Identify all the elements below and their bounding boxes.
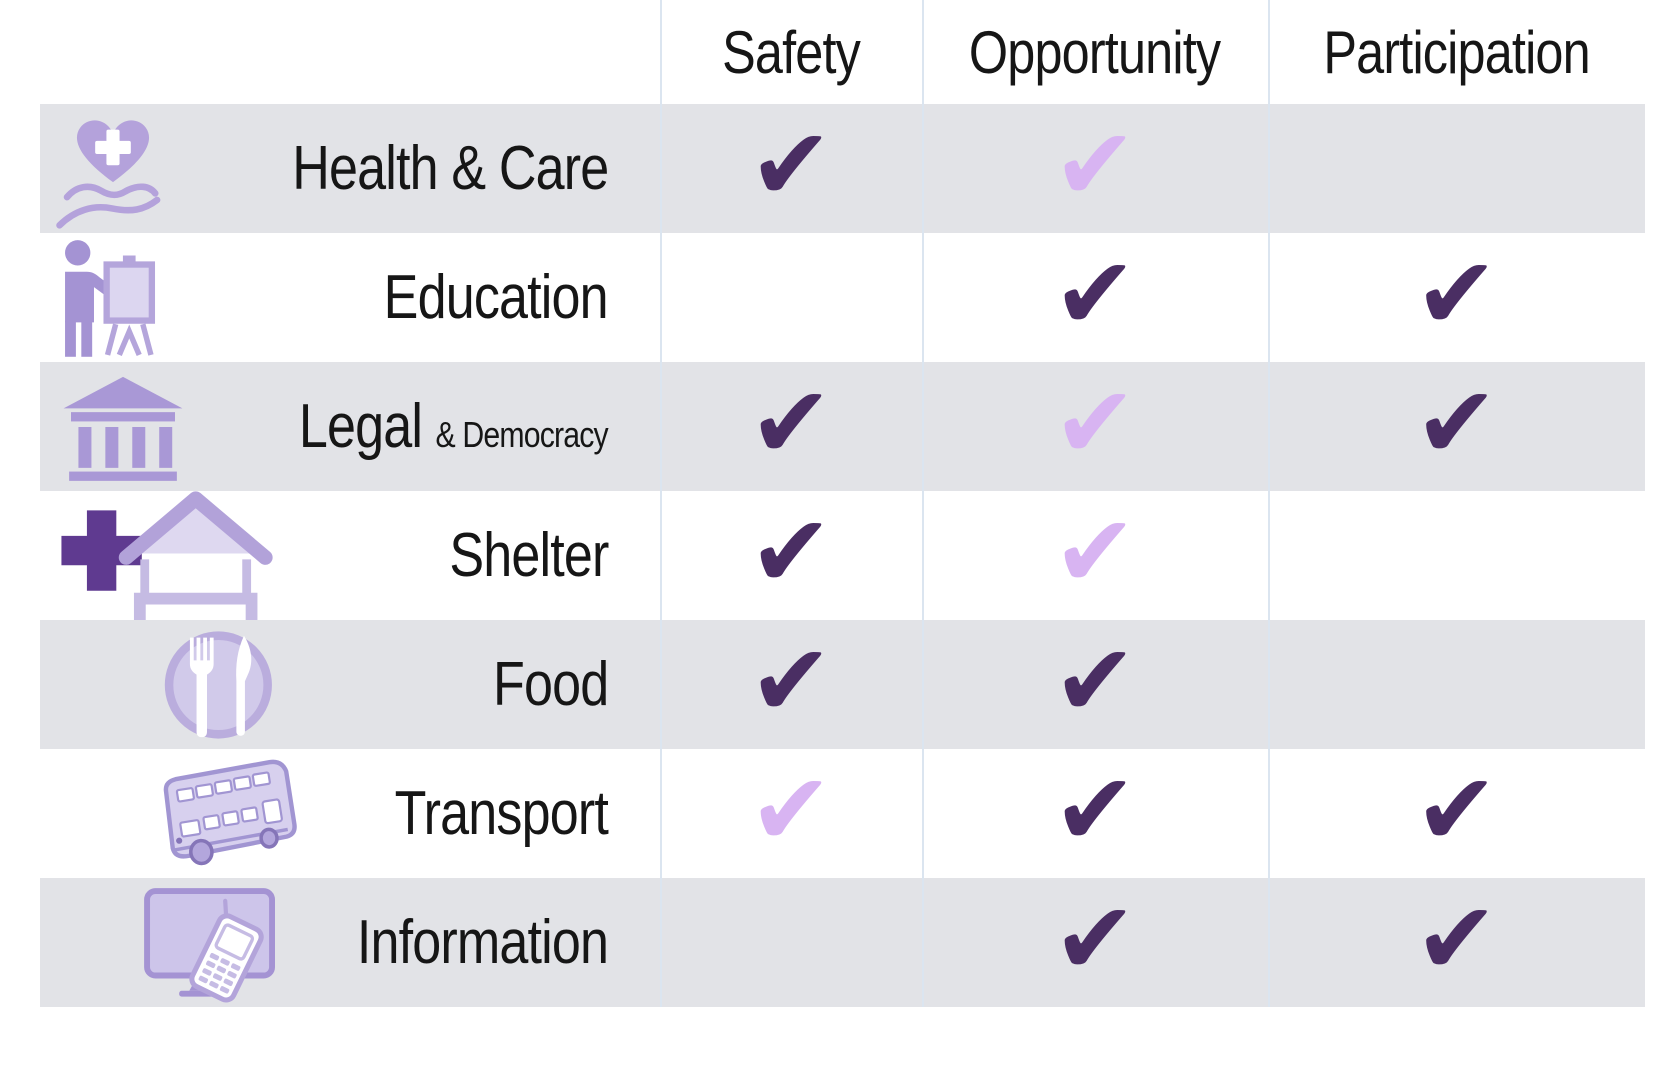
cell-participation: ✔ bbox=[1268, 749, 1645, 878]
cell-opportunity: ✔ bbox=[922, 491, 1268, 620]
check-mark-icon: ✔ bbox=[1053, 750, 1137, 868]
cell-participation: ✔ bbox=[1268, 233, 1645, 362]
column-header-label: Opportunity bbox=[969, 18, 1221, 86]
check-mark-icon: ✔ bbox=[1414, 750, 1499, 868]
cell-safety: ✔ bbox=[660, 491, 922, 620]
row-label: Food bbox=[492, 650, 609, 719]
row-header-cell: Education bbox=[40, 233, 660, 362]
transport-bus-icon bbox=[152, 759, 302, 869]
cell-safety bbox=[660, 233, 922, 362]
column-header-participation: Participation bbox=[1268, 0, 1645, 104]
row-header-cell: Legal & Democracy bbox=[40, 362, 660, 491]
column-header-label: Participation bbox=[1323, 18, 1590, 86]
row-label-suffix: & Democracy bbox=[435, 414, 609, 455]
table-row: Food ✔ ✔ bbox=[40, 620, 1645, 749]
information-devices-icon bbox=[142, 886, 294, 1003]
cell-safety: ✔ bbox=[660, 749, 922, 878]
row-label: Shelter bbox=[448, 521, 609, 590]
check-mark-icon: ✔ bbox=[1053, 621, 1137, 739]
cell-opportunity: ✔ bbox=[922, 362, 1268, 491]
row-header-cell: Transport bbox=[40, 749, 660, 878]
row-label: Education bbox=[383, 263, 609, 332]
cell-opportunity: ✔ bbox=[922, 749, 1268, 878]
row-label: Transport bbox=[394, 779, 609, 848]
cell-opportunity: ✔ bbox=[922, 620, 1268, 749]
row-label: Health & Care bbox=[291, 134, 609, 203]
row-label: Legal bbox=[299, 392, 423, 461]
cell-participation bbox=[1268, 491, 1645, 620]
check-mark-icon: ✔ bbox=[1414, 879, 1499, 997]
cell-opportunity: ✔ bbox=[922, 233, 1268, 362]
legal-democracy-icon bbox=[58, 371, 188, 483]
cell-participation bbox=[1268, 620, 1645, 749]
row-header-cell: Shelter bbox=[40, 490, 660, 648]
row-label: Information bbox=[356, 908, 609, 977]
cell-participation: ✔ bbox=[1268, 362, 1645, 491]
check-mark-icon: ✔ bbox=[1053, 492, 1137, 610]
column-header-label: Safety bbox=[722, 18, 861, 86]
needs-matrix-table: Safety Opportunity Participation bbox=[40, 0, 1645, 1007]
check-mark-icon: ✔ bbox=[749, 750, 833, 868]
health-care-icon bbox=[52, 107, 174, 231]
table-row: Health & Care ✔ ✔ bbox=[40, 104, 1645, 233]
check-mark-icon: ✔ bbox=[1053, 234, 1137, 352]
table-row: Shelter ✔ ✔ bbox=[40, 490, 1645, 648]
check-mark-icon: ✔ bbox=[749, 492, 833, 610]
table-row: Transport ✔ ✔ ✔ bbox=[40, 749, 1645, 878]
cell-participation bbox=[1268, 104, 1645, 233]
check-mark-icon: ✔ bbox=[749, 363, 833, 481]
row-header-cell: Health & Care bbox=[40, 104, 660, 233]
check-mark-icon: ✔ bbox=[1053, 363, 1137, 481]
check-mark-icon: ✔ bbox=[749, 105, 833, 223]
check-mark-icon: ✔ bbox=[1414, 234, 1499, 352]
header-spacer bbox=[40, 0, 660, 104]
shelter-icon bbox=[34, 481, 279, 648]
check-mark-icon: ✔ bbox=[749, 621, 833, 739]
column-header-safety: Safety bbox=[660, 0, 922, 104]
check-mark-icon: ✔ bbox=[1053, 879, 1137, 997]
cell-safety: ✔ bbox=[660, 104, 922, 233]
check-mark-icon: ✔ bbox=[1053, 105, 1137, 223]
check-mark-icon: ✔ bbox=[1414, 363, 1499, 481]
column-header-opportunity: Opportunity bbox=[922, 0, 1268, 104]
table-row: Legal & Democracy ✔ ✔ ✔ bbox=[40, 362, 1645, 491]
table-row: Education ✔ ✔ bbox=[40, 233, 1645, 362]
food-icon bbox=[152, 618, 280, 751]
cell-participation: ✔ bbox=[1268, 878, 1645, 1007]
table-row: Information ✔ ✔ bbox=[40, 878, 1645, 1007]
row-header-cell: Food bbox=[40, 620, 660, 749]
row-label-group: Legal & Democracy bbox=[299, 391, 609, 462]
cell-opportunity: ✔ bbox=[922, 878, 1268, 1007]
cell-safety: ✔ bbox=[660, 362, 922, 491]
header-row: Safety Opportunity Participation bbox=[40, 0, 1645, 104]
cell-opportunity: ✔ bbox=[922, 104, 1268, 233]
row-header-cell: Information bbox=[40, 878, 660, 1007]
education-icon bbox=[56, 238, 160, 358]
cell-safety: ✔ bbox=[660, 620, 922, 749]
cell-safety bbox=[660, 878, 922, 1007]
